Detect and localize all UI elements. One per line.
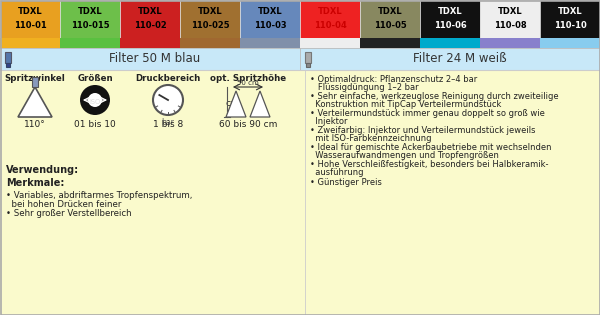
Bar [240, 0, 300, 38]
Circle shape [88, 93, 102, 107]
Text: • Zweifarbig: Injektor und Verteilermundstück jeweils: • Zweifarbig: Injektor und Verteilermund… [310, 126, 536, 135]
Text: TDXL: TDXL [197, 7, 223, 16]
Bar [360, 0, 420, 38]
Text: mit ISO-Farbkennzeichnung: mit ISO-Farbkennzeichnung [310, 134, 431, 143]
Bar [306, 63, 310, 67]
Bar [0, 70, 600, 315]
Text: 01 bis 10: 01 bis 10 [74, 120, 116, 129]
Text: 110°: 110° [24, 120, 46, 129]
Text: opt. Spritzhöhe: opt. Spritzhöhe [210, 74, 286, 83]
Bar [0, 0, 60, 38]
Polygon shape [18, 87, 52, 117]
Text: • Optimaldruck: Pflanzenschutz 2–4 bar: • Optimaldruck: Pflanzenschutz 2–4 bar [310, 75, 477, 84]
Bar [0, 48, 600, 70]
Bar [60, 0, 120, 38]
Text: 60 bis 90 cm: 60 bis 90 cm [219, 120, 277, 129]
Circle shape [153, 85, 183, 115]
Bar [60, 38, 120, 48]
Text: 110-04: 110-04 [314, 21, 346, 30]
Bar [0, 38, 60, 48]
Text: bei hohen Drücken feiner: bei hohen Drücken feiner [6, 200, 121, 209]
Bar [360, 38, 420, 48]
Text: 110-08: 110-08 [494, 21, 526, 30]
Text: 1 bis 8: 1 bis 8 [153, 120, 183, 129]
Text: • Günstiger Preis: • Günstiger Preis [310, 178, 382, 186]
Text: TDXL: TDXL [377, 7, 403, 16]
Text: TDXL: TDXL [17, 7, 43, 16]
Bar [540, 0, 600, 38]
Bar [120, 38, 180, 48]
Text: ausführung: ausführung [310, 168, 364, 177]
Bar [480, 0, 540, 38]
Text: TDXL: TDXL [77, 7, 103, 16]
Text: ISO: ISO [89, 99, 101, 105]
Text: 110-10: 110-10 [554, 21, 586, 30]
Bar [180, 0, 240, 38]
Bar [32, 77, 38, 87]
Text: • Sehr einfache, werkzeuglose Reinigung durch zweiteilige: • Sehr einfache, werkzeuglose Reinigung … [310, 92, 559, 101]
Text: TDXL: TDXL [257, 7, 283, 16]
Text: Merkmale:: Merkmale: [6, 178, 64, 188]
Text: Spritzwinkel: Spritzwinkel [5, 74, 65, 83]
Text: TDXL: TDXL [497, 7, 523, 16]
Bar [300, 0, 360, 38]
Text: 110-02: 110-02 [134, 21, 166, 30]
Circle shape [80, 85, 110, 115]
Text: • Ideal für gemischte Ackerbaubetriebe mit wechselnden: • Ideal für gemischte Ackerbaubetriebe m… [310, 143, 551, 152]
Bar [6, 63, 10, 67]
Text: 110-025: 110-025 [191, 21, 229, 30]
Bar [420, 38, 480, 48]
Text: 110-05: 110-05 [374, 21, 406, 30]
Text: Injektor: Injektor [310, 117, 347, 126]
Text: TDXL: TDXL [137, 7, 163, 16]
Text: Flüssigdüngung 1–2 bar: Flüssigdüngung 1–2 bar [310, 83, 419, 92]
Text: • Variables, abdriftarmes Tropfenspektrum,: • Variables, abdriftarmes Tropfenspektru… [6, 191, 193, 200]
Text: TDXL: TDXL [317, 7, 343, 16]
Text: cm: cm [226, 99, 240, 108]
Text: TDXL: TDXL [557, 7, 583, 16]
Bar [5, 52, 11, 63]
Bar [480, 38, 540, 48]
Text: Filter 24 M weiß: Filter 24 M weiß [413, 53, 507, 66]
Bar [540, 38, 600, 48]
Bar [180, 38, 240, 48]
Text: Größen: Größen [77, 74, 113, 83]
Bar [300, 38, 360, 48]
Text: 110-01: 110-01 [14, 21, 46, 30]
Polygon shape [226, 91, 246, 117]
Text: TDXL: TDXL [437, 7, 463, 16]
Text: Konstruktion mit TipCap Verteilermundstück: Konstruktion mit TipCap Verteilermundstü… [310, 100, 502, 109]
Text: 50 cm: 50 cm [237, 80, 259, 86]
Text: 110-03: 110-03 [254, 21, 286, 30]
Text: • Hohe Verschleißfestigkeit, besonders bei Halbkeramik-: • Hohe Verschleißfestigkeit, besonders b… [310, 161, 548, 169]
Text: Verwendung:: Verwendung: [6, 165, 79, 175]
Polygon shape [250, 91, 270, 117]
Text: • Sehr großer Verstellbereich: • Sehr großer Verstellbereich [6, 209, 131, 218]
Text: 110-015: 110-015 [71, 21, 109, 30]
Text: Wasseraufwandmengen und Tropfengrößen: Wasseraufwandmengen und Tropfengrößen [310, 151, 499, 160]
Bar [305, 52, 311, 63]
Text: 110-06: 110-06 [434, 21, 466, 30]
Text: bar: bar [161, 118, 175, 127]
Text: Filter 50 M blau: Filter 50 M blau [109, 53, 200, 66]
Bar [240, 38, 300, 48]
Text: Druckbereich: Druckbereich [136, 74, 200, 83]
Bar [120, 0, 180, 38]
Bar [420, 0, 480, 38]
Text: • Verteilermundstück immer genau doppelt so groß wie: • Verteilermundstück immer genau doppelt… [310, 109, 545, 118]
